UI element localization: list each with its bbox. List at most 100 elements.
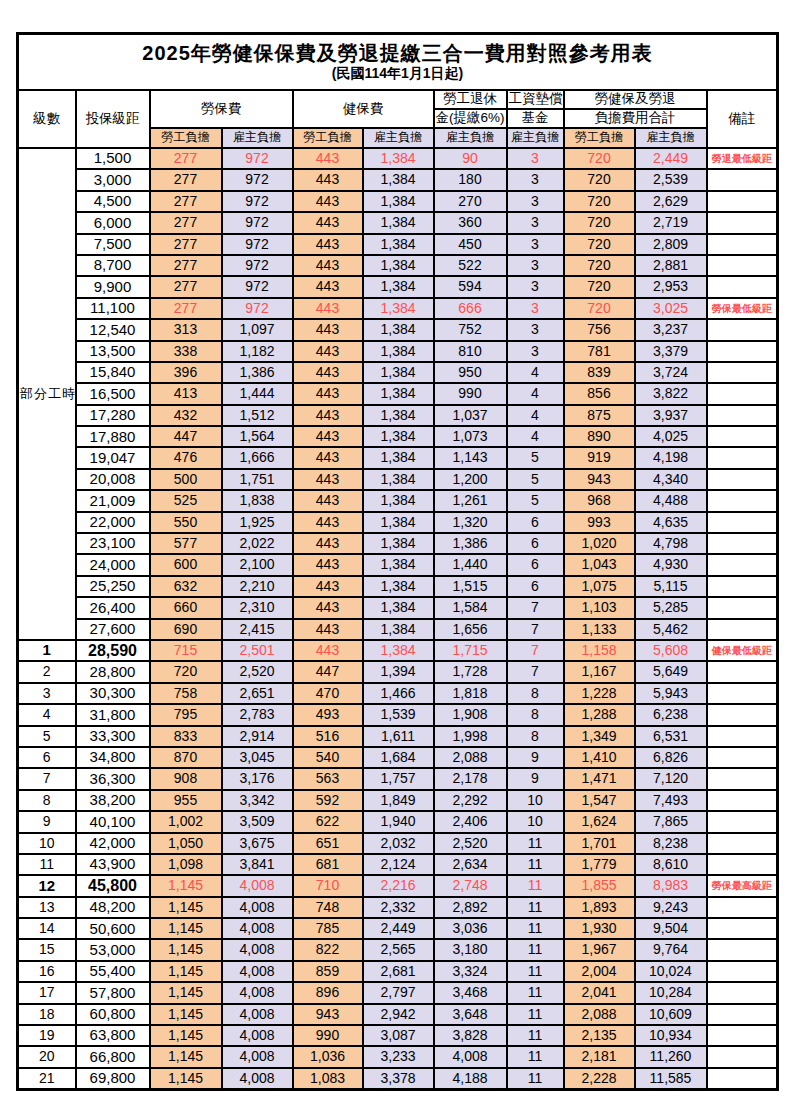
header-wage-fund-bottom: 基金 [507, 109, 564, 128]
cell-salary: 17,280 [76, 405, 150, 426]
cell-labor-employer: 1,564 [222, 426, 293, 447]
cell-pension-employer: 3,648 [434, 1004, 507, 1025]
cell-total-employer: 2,809 [635, 234, 707, 255]
cell-pension-employer: 522 [434, 255, 507, 276]
cell-pension-employer: 1,143 [434, 447, 507, 468]
cell-total-worker: 943 [564, 469, 635, 490]
cell-wage-fund-employer: 7 [507, 619, 564, 640]
cell-labor-employer: 3,675 [222, 833, 293, 854]
header-total-employer: 雇主負擔 [635, 128, 707, 148]
table-row: 21,0095251,8384431,3841,26159684,488 [18, 490, 778, 511]
cell-remark [707, 1046, 778, 1067]
cell-health-worker: 896 [293, 982, 363, 1003]
cell-labor-worker: 500 [150, 469, 222, 490]
cell-health-employer: 2,565 [363, 939, 434, 960]
cell-wage-fund-employer: 6 [507, 533, 564, 554]
table-row: 4,5002779724431,38427037202,629 [18, 191, 778, 212]
cell-total-worker: 1,701 [564, 833, 635, 854]
cell-labor-employer: 4,008 [222, 897, 293, 918]
cell-labor-worker: 277 [150, 234, 222, 255]
cell-total-employer: 3,937 [635, 405, 707, 426]
cell-total-worker: 720 [564, 255, 635, 276]
cell-labor-worker: 795 [150, 704, 222, 725]
cell-labor-employer: 4,008 [222, 939, 293, 960]
cell-total-employer: 3,724 [635, 362, 707, 383]
cell-health-worker: 443 [293, 405, 363, 426]
cell-health-worker: 443 [293, 191, 363, 212]
cell-labor-worker: 1,145 [150, 875, 222, 896]
cell-remark [707, 319, 778, 340]
table-row: 736,3009083,1765631,7572,17891,4717,120 [18, 768, 778, 789]
cell-salary: 48,200 [76, 897, 150, 918]
cell-labor-worker: 277 [150, 298, 222, 319]
cell-remark [707, 576, 778, 597]
cell-total-employer: 5,943 [635, 683, 707, 704]
cell-total-worker: 1,288 [564, 704, 635, 725]
cell-labor-worker: 955 [150, 790, 222, 811]
cell-salary: 17,880 [76, 426, 150, 447]
cell-remark [707, 255, 778, 276]
cell-labor-worker: 600 [150, 554, 222, 575]
cell-total-employer: 10,609 [635, 1004, 707, 1025]
table-row: 1655,4001,1454,0088592,6813,324112,00410… [18, 961, 778, 982]
cell-total-worker: 1,547 [564, 790, 635, 811]
table-row: 634,8008703,0455401,6842,08891,4106,826 [18, 747, 778, 768]
cell-pension-employer: 1,037 [434, 405, 507, 426]
header-total-bottom: 負擔費用合計 [564, 109, 707, 128]
cell-salary: 33,300 [76, 726, 150, 747]
cell-pension-employer: 2,748 [434, 875, 507, 896]
cell-health-worker: 443 [293, 619, 363, 640]
cell-health-worker: 443 [293, 234, 363, 255]
table-row: 9,9002779724431,38459437202,953 [18, 276, 778, 297]
cell-salary: 50,600 [76, 918, 150, 939]
cell-remark [707, 833, 778, 854]
cell-salary: 4,500 [76, 191, 150, 212]
cell-remark [707, 897, 778, 918]
cell-health-employer: 1,384 [363, 619, 434, 640]
cell-wage-fund-employer: 11 [507, 939, 564, 960]
cell-salary: 28,590 [76, 640, 150, 661]
cell-total-worker: 968 [564, 490, 635, 511]
cell-labor-worker: 1,145 [150, 1068, 222, 1090]
cell-pension-employer: 1,320 [434, 512, 507, 533]
header-remark: 備註 [707, 90, 778, 148]
table-row: 11,1002779724431,38466637203,025勞保最低級距 [18, 298, 778, 319]
cell-remark [707, 597, 778, 618]
cell-health-worker: 1,083 [293, 1068, 363, 1090]
cell-wage-fund-employer: 3 [507, 319, 564, 340]
cell-labor-employer: 4,008 [222, 918, 293, 939]
cell-total-worker: 1,158 [564, 640, 635, 661]
cell-pension-employer: 2,634 [434, 854, 507, 875]
table-row: 17,8804471,5644431,3841,07348904,025 [18, 426, 778, 447]
cell-total-worker: 2,228 [564, 1068, 635, 1090]
cell-health-worker: 943 [293, 1004, 363, 1025]
cell-health-employer: 1,384 [363, 212, 434, 233]
cell-wage-fund-employer: 5 [507, 447, 564, 468]
cell-labor-worker: 413 [150, 383, 222, 404]
cell-total-worker: 839 [564, 362, 635, 383]
header-pension-top: 勞工退休 [434, 90, 507, 109]
cell-pension-employer: 1,200 [434, 469, 507, 490]
cell-labor-employer: 3,841 [222, 854, 293, 875]
cell-labor-worker: 313 [150, 319, 222, 340]
cell-labor-worker: 1,145 [150, 897, 222, 918]
cell-salary: 15,840 [76, 362, 150, 383]
cell-total-employer: 11,585 [635, 1068, 707, 1090]
cell-wage-fund-employer: 10 [507, 790, 564, 811]
cell-wage-fund-employer: 3 [507, 191, 564, 212]
cell-pension-employer: 2,892 [434, 897, 507, 918]
cell-health-worker: 443 [293, 362, 363, 383]
cell-salary: 53,000 [76, 939, 150, 960]
cell-pension-employer: 1,261 [434, 490, 507, 511]
table-row: 部分工時1,5002779724431,3849037202,449勞退最低級距 [18, 148, 778, 169]
cell-pension-employer: 3,828 [434, 1025, 507, 1046]
cell-labor-employer: 1,386 [222, 362, 293, 383]
cell-remark: 勞保最低級距 [707, 298, 778, 319]
cell-level: 11 [18, 854, 76, 875]
cell-salary: 6,000 [76, 212, 150, 233]
cell-level: 3 [18, 683, 76, 704]
cell-level: 8 [18, 790, 76, 811]
header-labor-insurance: 勞保費 [150, 90, 293, 128]
cell-total-employer: 5,115 [635, 576, 707, 597]
cell-level: 16 [18, 961, 76, 982]
